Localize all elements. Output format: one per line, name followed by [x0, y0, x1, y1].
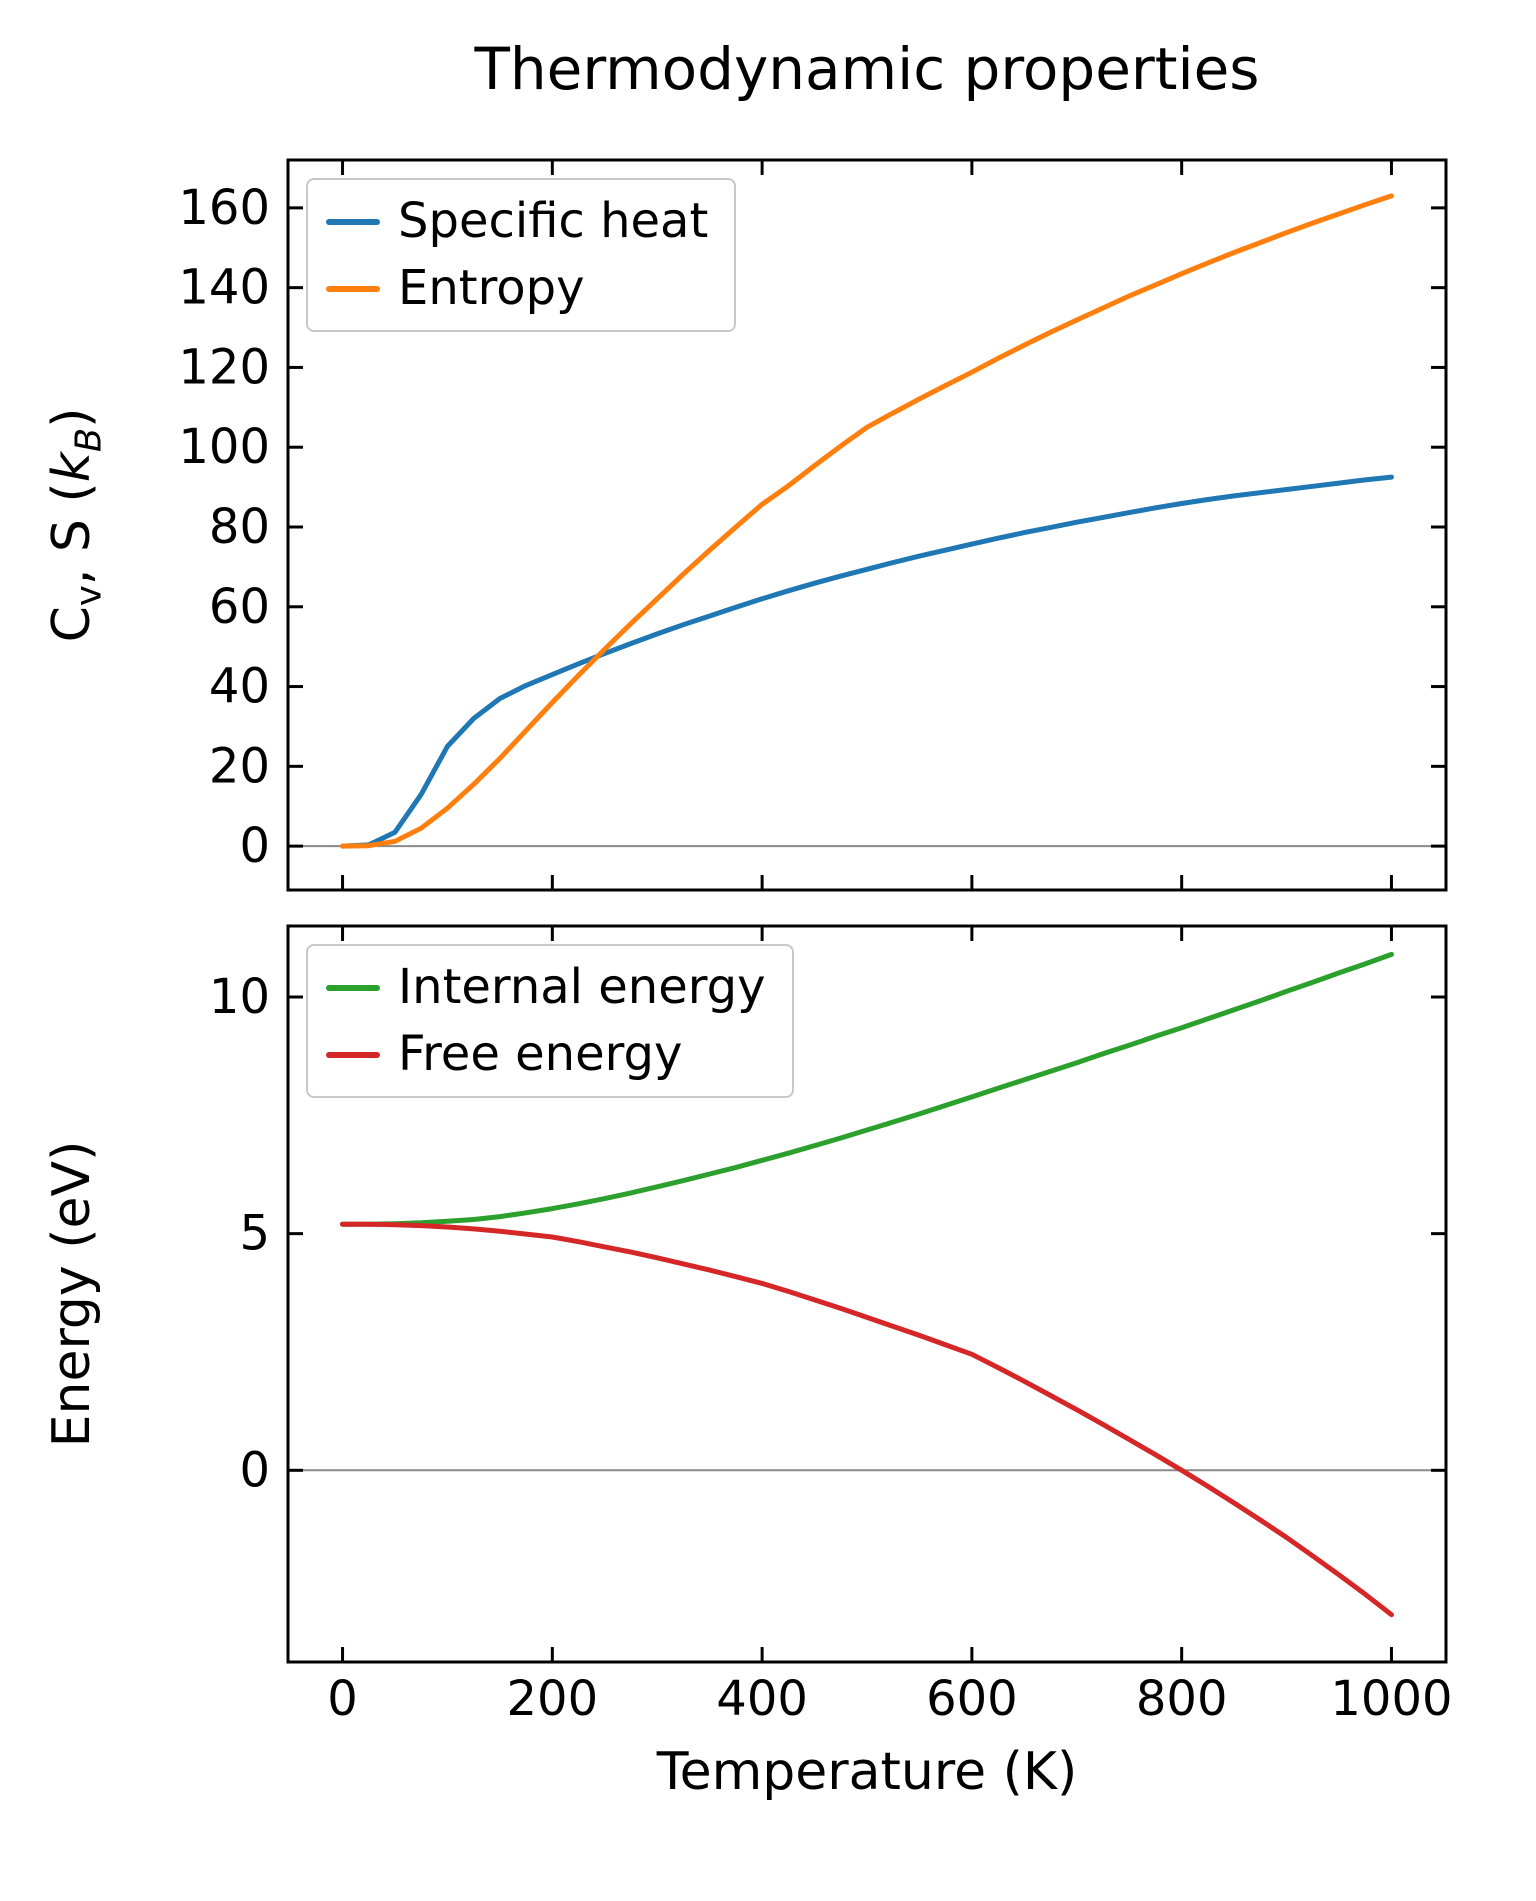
y-tick-label: 100: [178, 419, 270, 475]
y-tick-label: 60: [209, 579, 270, 635]
legend-line-free-energy: [326, 1051, 380, 1058]
y-tick-label: 160: [178, 180, 270, 236]
y-tick-label: 0: [239, 818, 270, 874]
axes-spines: [286, 158, 1448, 892]
y-tick-label: 0: [239, 1442, 270, 1498]
ylabel-top-k: k: [42, 452, 102, 483]
legend-top-plot: Specific heat Entropy: [306, 178, 737, 333]
y-tick-label: 5: [239, 1206, 270, 1262]
legend-line-internal-energy: [326, 984, 380, 991]
legend-bottom-plot: Internal energy Free energy: [306, 944, 794, 1099]
legend-label-internal-energy: Internal energy: [398, 959, 766, 1015]
y-tick-label: 40: [209, 659, 270, 715]
x-tick-label: 200: [507, 1671, 599, 1727]
axes-spines: [286, 924, 1448, 1664]
x-tick-label: 1000: [1330, 1671, 1452, 1727]
ylabel-top-v-sub: v: [68, 585, 110, 607]
x-tick-label: 400: [716, 1671, 808, 1727]
legend-item-internal-energy: Internal energy: [326, 959, 766, 1015]
y-tick-label: 10: [209, 969, 270, 1025]
y-tick-label: 20: [209, 738, 270, 794]
bottom-y-axis-label: Energy (eV): [42, 1140, 102, 1448]
x-tick-label: 800: [1136, 1671, 1228, 1727]
figure-title: Thermodynamic properties: [474, 35, 1260, 103]
x-tick-label: 0: [327, 1671, 358, 1727]
series-line-specific-heat: [340, 474, 1394, 849]
series-line-internal-energy: [340, 951, 1394, 1227]
legend-item-specific-heat: Specific heat: [326, 193, 709, 249]
legend-line-specific-heat: [326, 218, 380, 225]
legend-line-entropy: [326, 285, 380, 292]
ylabel-top-c: C: [42, 606, 102, 643]
y-tick-label: 80: [209, 499, 270, 555]
ylabel-top-close: ): [42, 407, 102, 428]
y-tick-label: 140: [178, 260, 270, 316]
x-tick-label: 600: [926, 1671, 1018, 1727]
ylabel-top-mid: , S (: [42, 482, 102, 586]
legend-item-entropy: Entropy: [326, 260, 708, 317]
legend-item-free-energy: Free energy: [326, 1026, 766, 1083]
ylabel-top-b-sub: B: [68, 427, 110, 453]
x-axis-label: Temperature (K): [656, 1742, 1078, 1802]
legend-label-entropy: Entropy: [398, 260, 585, 317]
top-y-axis-label: Cv, S (kB): [40, 175, 109, 875]
y-tick-label: 120: [178, 339, 270, 395]
legend-label-free-energy: Free energy: [398, 1026, 683, 1083]
series-line-free-energy: [340, 1221, 1394, 1618]
legend-label-specific-heat: Specific heat: [398, 193, 709, 249]
series-line-entropy: [340, 193, 1394, 849]
